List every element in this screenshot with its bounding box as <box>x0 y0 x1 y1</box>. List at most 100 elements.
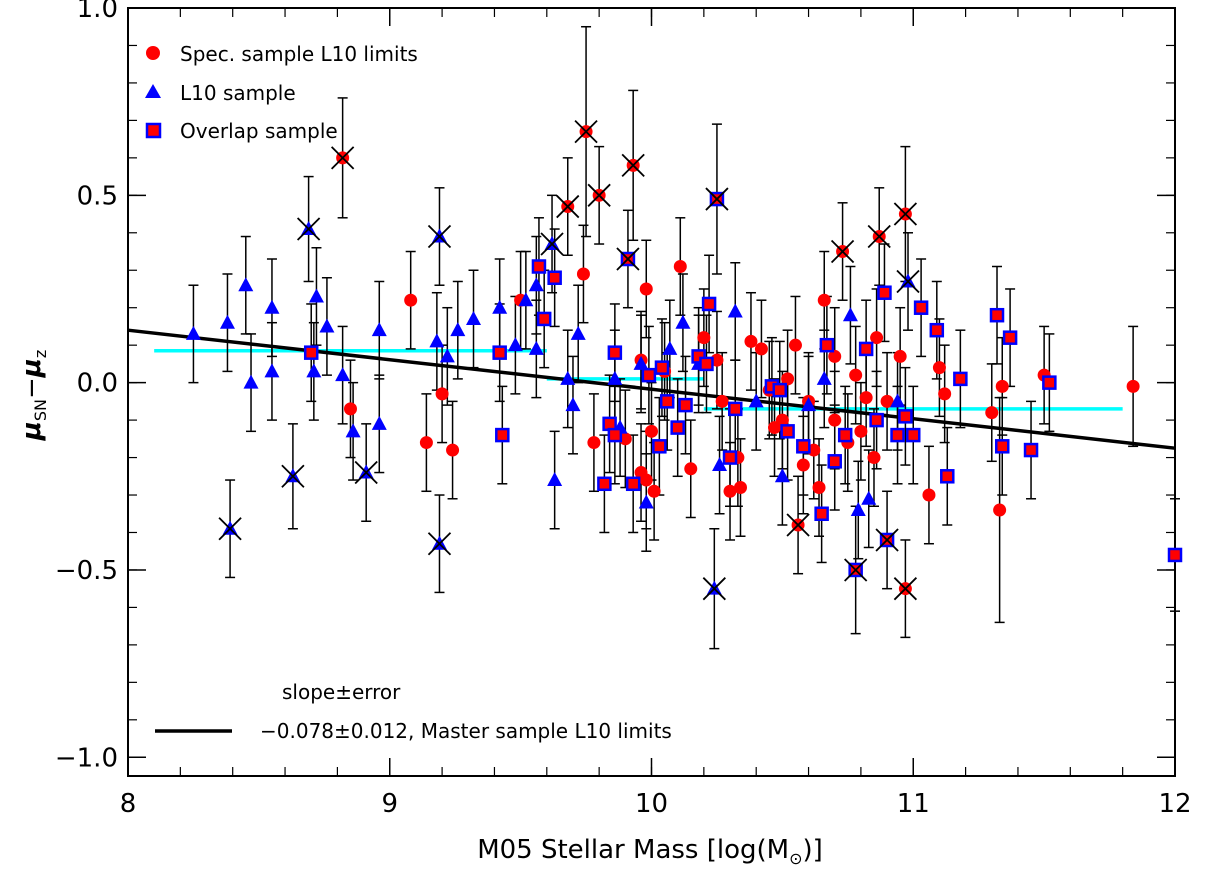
point-l10 <box>861 490 877 505</box>
point-overlap <box>652 439 667 454</box>
point-l10 <box>439 348 455 363</box>
outlier-cross <box>867 224 891 249</box>
point-l10 <box>712 457 728 472</box>
point-l10 <box>607 370 623 385</box>
point-spec <box>859 391 873 405</box>
point-spec <box>922 488 936 502</box>
point-spec <box>733 481 747 495</box>
point-spec <box>684 462 698 476</box>
point-l10 <box>528 277 544 292</box>
x-tick-label: 11 <box>897 789 930 819</box>
point-l10 <box>319 318 335 333</box>
point-overlap <box>1042 375 1057 390</box>
point-overlap <box>495 427 510 443</box>
point-overlap <box>869 412 884 428</box>
point-l10 <box>335 367 351 382</box>
fit-legend: slope±error −0.078±0.012, Master sample … <box>155 680 672 743</box>
outlier-cross <box>587 183 611 207</box>
y-axis-label: μSN−μz <box>17 350 50 442</box>
point-spec <box>343 402 357 416</box>
point-spec <box>993 503 1007 517</box>
outlier-cross <box>574 119 598 144</box>
point-spec <box>744 334 758 348</box>
point-spec <box>634 466 648 480</box>
point-l10 <box>565 397 581 412</box>
point-spec <box>985 406 999 420</box>
point-l10 <box>466 310 482 325</box>
point-l10 <box>850 502 866 517</box>
point-overlap <box>913 300 929 315</box>
point-l10 <box>429 333 445 348</box>
point-spec <box>932 361 946 375</box>
point-l10 <box>507 337 523 352</box>
point-l10 <box>560 370 576 385</box>
point-spec <box>788 338 802 352</box>
point-overlap <box>670 420 685 435</box>
point-overlap <box>659 394 675 409</box>
legend-marker-spec <box>146 46 160 60</box>
point-spec <box>849 368 863 382</box>
point-spec <box>854 424 868 438</box>
outlier-cross <box>281 464 305 488</box>
point-overlap <box>607 345 623 360</box>
point-overlap <box>531 259 547 274</box>
point-overlap <box>898 409 913 424</box>
point-overlap <box>837 427 853 443</box>
point-l10 <box>371 322 387 337</box>
point-overlap <box>722 450 738 465</box>
point-overlap <box>780 424 795 439</box>
point-overlap <box>929 322 945 338</box>
point-spec <box>938 387 952 401</box>
point-l10 <box>492 299 508 314</box>
outlier-cross <box>893 577 918 601</box>
point-spec <box>870 331 884 345</box>
point-spec <box>796 458 810 472</box>
legend: Spec. sample L10 limits L10 sample Overl… <box>145 42 418 143</box>
point-l10 <box>801 397 817 412</box>
point-spec <box>576 267 590 281</box>
outlier-cross <box>616 247 640 271</box>
outlier-cross <box>844 558 868 582</box>
point-l10 <box>662 340 678 355</box>
x-tick-label: 12 <box>1158 789 1191 819</box>
point-spec <box>781 372 795 386</box>
point-l10 <box>450 322 466 337</box>
outlier-cross <box>427 532 452 556</box>
point-overlap <box>858 341 874 357</box>
point-spec <box>995 379 1009 393</box>
point-spec <box>435 387 449 401</box>
x-tick-label: 8 <box>120 789 137 819</box>
outlier-cross <box>621 153 645 177</box>
point-spec <box>867 451 881 465</box>
point-l10 <box>633 355 649 370</box>
outlier-cross <box>218 517 242 541</box>
point-overlap <box>728 401 743 417</box>
legend-label-l10: L10 sample <box>180 81 296 105</box>
outlier-cross <box>296 217 321 241</box>
point-overlap <box>906 427 921 443</box>
point-l10 <box>570 325 586 340</box>
outlier-cross <box>556 194 580 219</box>
axis-ticks: 8 9 10 11 12 −1.0 −0.5 0.0 0.5 1.0 <box>55 0 1192 819</box>
point-spec <box>1126 379 1140 393</box>
y-tick-label: −0.5 <box>55 556 118 586</box>
point-l10 <box>185 325 201 340</box>
point-overlap <box>827 454 842 469</box>
point-overlap <box>814 506 829 522</box>
x-tick-label: 9 <box>381 789 398 819</box>
point-overlap <box>877 285 892 300</box>
point-spec <box>817 293 831 307</box>
point-l10 <box>264 299 280 314</box>
point-l10 <box>243 374 259 389</box>
point-l10 <box>890 393 906 408</box>
point-l10 <box>345 423 361 438</box>
point-spec <box>768 421 782 435</box>
fit-legend-label: −0.078±0.012, Master sample L10 limits <box>260 719 672 743</box>
point-overlap <box>1167 547 1183 563</box>
x-axis-label: M05 Stellar Mass [log(M⊙)] <box>477 835 823 868</box>
outlier-cross <box>330 146 355 170</box>
point-overlap <box>641 367 657 383</box>
point-overlap <box>953 371 968 387</box>
legend-label-spec: Spec. sample L10 limits <box>180 42 418 66</box>
